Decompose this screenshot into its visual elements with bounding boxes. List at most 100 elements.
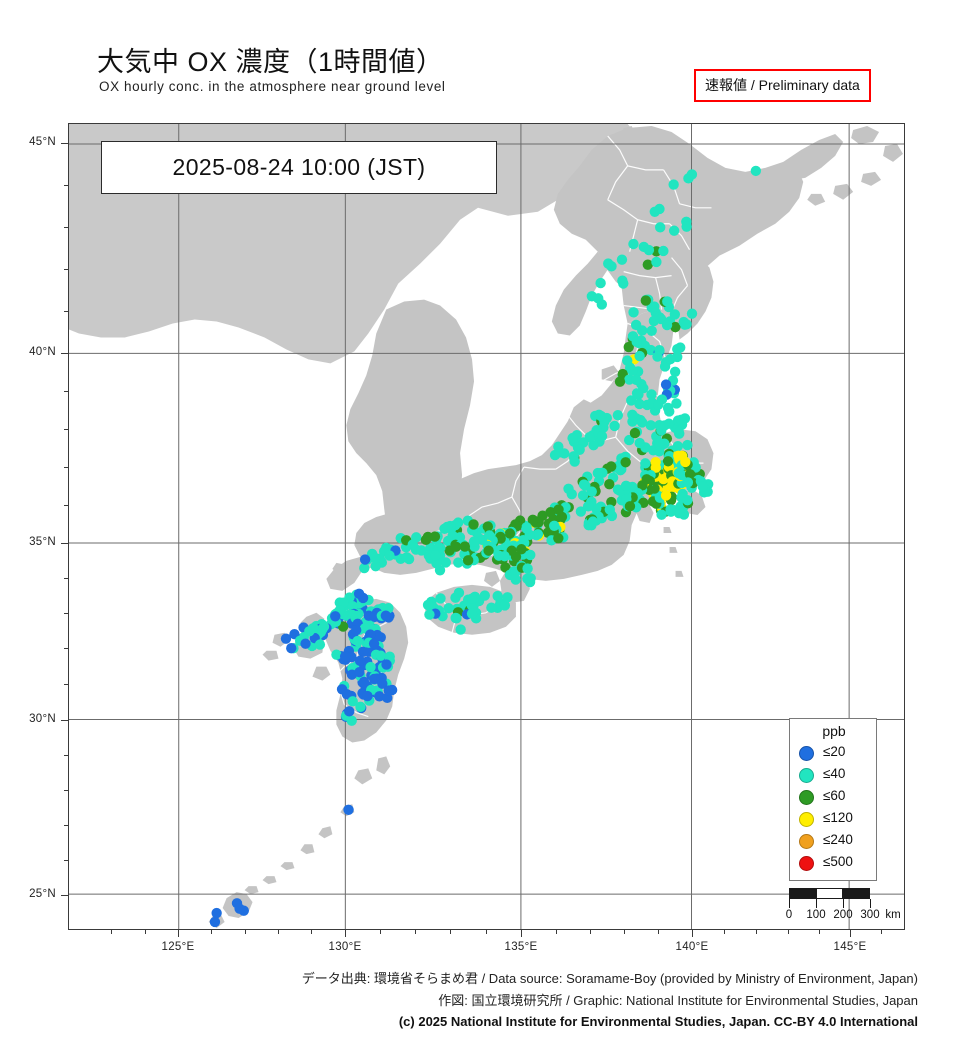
station-point[interactable] [673, 426, 685, 438]
station-point[interactable] [658, 245, 669, 257]
station-point[interactable] [369, 552, 381, 564]
station-point[interactable] [357, 646, 369, 657]
station-point[interactable] [524, 576, 536, 588]
station-point[interactable] [575, 506, 587, 517]
station-point[interactable] [347, 696, 358, 707]
station-point[interactable] [462, 555, 474, 566]
station-point[interactable] [578, 479, 590, 490]
station-point[interactable] [559, 448, 570, 459]
station-point[interactable] [682, 494, 693, 506]
station-point[interactable] [569, 456, 580, 467]
station-point[interactable] [665, 504, 676, 515]
station-point[interactable] [670, 321, 681, 333]
station-point[interactable] [697, 481, 708, 492]
station-point[interactable] [675, 414, 687, 426]
station-point[interactable] [384, 550, 395, 561]
station-point[interactable] [603, 258, 614, 269]
station-point[interactable] [416, 545, 427, 556]
station-point[interactable] [359, 562, 370, 574]
station-point[interactable] [618, 278, 629, 289]
station-point[interactable] [506, 545, 517, 556]
legend-row[interactable]: ≤240 [799, 831, 879, 852]
station-point[interactable] [654, 203, 665, 215]
station-point[interactable] [521, 523, 532, 534]
station-point[interactable] [450, 612, 461, 624]
station-point[interactable] [381, 659, 392, 670]
station-point[interactable] [662, 296, 673, 307]
station-point[interactable] [468, 519, 479, 530]
station-point[interactable] [383, 685, 394, 696]
station-point[interactable] [346, 715, 357, 726]
station-point[interactable] [662, 402, 674, 414]
station-point[interactable] [646, 389, 657, 400]
station-point[interactable] [673, 468, 684, 479]
station-point[interactable] [593, 293, 604, 304]
station-point[interactable] [347, 601, 358, 612]
station-point[interactable] [286, 643, 297, 654]
station-point[interactable] [624, 501, 636, 512]
station-point[interactable] [620, 457, 631, 468]
station-point[interactable] [374, 691, 385, 702]
station-point[interactable] [660, 490, 672, 501]
station-point[interactable] [646, 325, 657, 336]
station-point[interactable] [314, 639, 326, 650]
station-point[interactable] [623, 341, 634, 353]
station-point[interactable] [384, 651, 395, 662]
station-point[interactable] [499, 600, 511, 611]
station-point[interactable] [668, 179, 679, 190]
station-point[interactable] [628, 238, 639, 250]
station-point[interactable] [344, 706, 355, 717]
station-point[interactable] [634, 437, 645, 449]
station-point[interactable] [682, 439, 693, 451]
station-point[interactable] [353, 588, 365, 600]
station-point[interactable] [443, 603, 454, 614]
station-point[interactable] [375, 650, 386, 661]
station-point[interactable] [358, 676, 370, 688]
station-point[interactable] [354, 655, 366, 667]
map-plot-area[interactable] [68, 123, 905, 930]
station-point[interactable] [596, 431, 608, 442]
station-point[interactable] [614, 376, 626, 387]
station-point[interactable] [686, 169, 698, 180]
station-point[interactable] [669, 366, 681, 377]
station-point[interactable] [459, 541, 471, 552]
station-point[interactable] [401, 552, 412, 563]
station-point[interactable] [504, 528, 516, 539]
station-point[interactable] [234, 903, 245, 914]
station-point[interactable] [643, 244, 655, 256]
station-point[interactable] [563, 483, 574, 494]
station-point[interactable] [482, 521, 493, 532]
station-point[interactable] [671, 398, 682, 409]
legend-row[interactable]: ≤20 [799, 743, 879, 764]
station-point[interactable] [595, 277, 606, 289]
station-point[interactable] [365, 629, 376, 640]
station-point[interactable] [595, 410, 607, 422]
station-point[interactable] [330, 611, 341, 622]
station-point[interactable] [351, 624, 362, 636]
station-point[interactable] [352, 635, 363, 647]
station-point[interactable] [606, 461, 617, 472]
station-point[interactable] [631, 336, 642, 348]
station-point[interactable] [636, 417, 648, 428]
legend-row[interactable]: ≤120 [799, 809, 879, 830]
station-point[interactable] [466, 608, 478, 619]
station-point[interactable] [516, 544, 527, 555]
station-point[interactable] [211, 907, 222, 919]
station-point[interactable] [545, 507, 556, 518]
station-point[interactable] [553, 441, 564, 452]
station-point[interactable] [680, 456, 691, 468]
legend-row[interactable]: ≤500 [799, 853, 879, 874]
station-point[interactable] [522, 563, 533, 574]
station-point[interactable] [669, 309, 681, 320]
station-point[interactable] [377, 678, 388, 689]
station-point[interactable] [339, 651, 351, 662]
station-point[interactable] [341, 688, 353, 700]
station-point[interactable] [479, 590, 490, 601]
station-point[interactable] [500, 562, 511, 573]
station-point[interactable] [424, 609, 435, 620]
station-point[interactable] [307, 623, 319, 634]
station-point[interactable] [681, 319, 692, 330]
station-point[interactable] [673, 450, 684, 461]
station-point[interactable] [631, 388, 643, 399]
station-point[interactable] [502, 592, 513, 603]
